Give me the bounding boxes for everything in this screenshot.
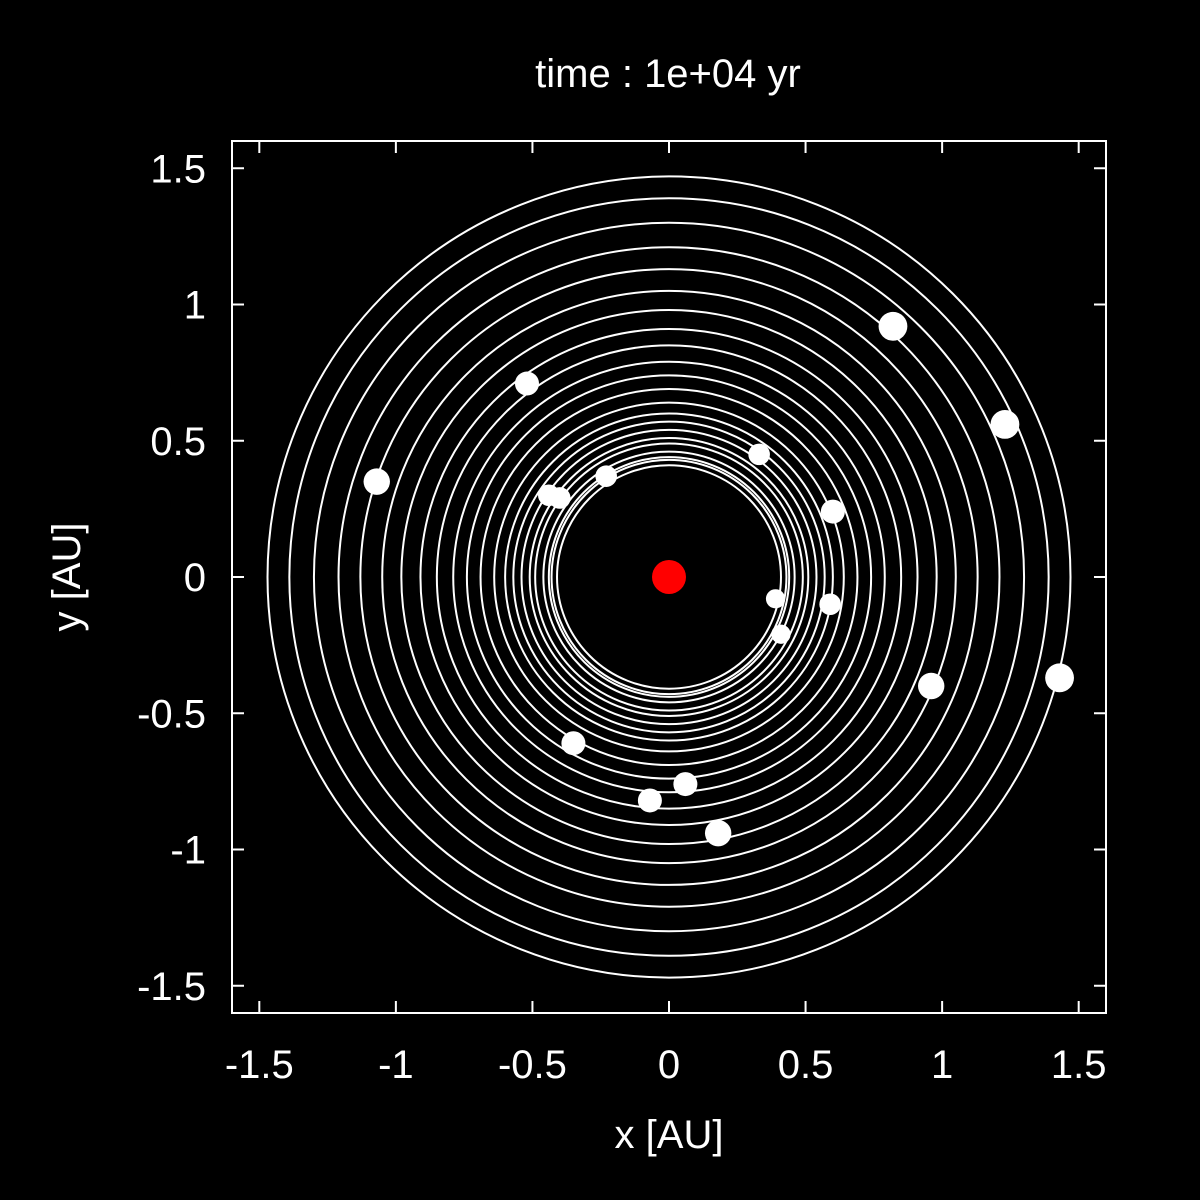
y-tick-label: 1.5 [150, 147, 206, 191]
orbit-ring [520, 428, 818, 726]
x-tick-label: 1.5 [1051, 1043, 1107, 1087]
orbit-ring [512, 420, 826, 734]
planet-point [990, 410, 1020, 439]
orbit-ring [359, 268, 979, 886]
y-tick-label: -0.5 [137, 692, 206, 736]
y-tick-label: 0.5 [150, 420, 206, 464]
orbit-ring [528, 437, 810, 717]
orbit-ring [556, 464, 782, 690]
x-tick-label: -1.5 [225, 1043, 294, 1087]
planet-point [704, 819, 732, 847]
orbit-ring [400, 308, 938, 846]
x-axis-label: x [AU] [615, 1113, 724, 1157]
orbit-ring [435, 344, 903, 810]
y-ticks: -1.5 -1 -0.5 0 0.5 1 1.5 [137, 147, 1106, 1009]
orbits-group [266, 175, 1072, 979]
y-tick-label: -1 [170, 829, 206, 873]
orbit-ring [534, 442, 804, 712]
planet-point [878, 311, 908, 341]
orbit-ring [381, 289, 957, 865]
y-tick-label: -1.5 [137, 965, 206, 1009]
x-tick-label: 0 [658, 1043, 680, 1087]
planet-point [820, 499, 845, 524]
planet-point [363, 468, 390, 495]
y-tick-label: 0 [184, 556, 206, 600]
planet-point [918, 672, 945, 700]
orbit-ring [419, 328, 919, 826]
orbit-ring [452, 360, 886, 794]
planet-point [765, 589, 786, 609]
orbit-ring [312, 221, 1026, 933]
y-axis-label: y [AU] [45, 523, 89, 632]
planets-group [363, 311, 1074, 847]
planet-point [1045, 663, 1074, 693]
planet-point [595, 465, 617, 487]
chart-title: time : 1e+04 yr [535, 52, 801, 96]
orbit-ring [266, 175, 1072, 979]
planet-point [514, 371, 539, 396]
x-tick-label: -1 [378, 1043, 414, 1087]
planet-point [561, 731, 586, 756]
planet-point [819, 593, 841, 616]
star-point [652, 560, 686, 594]
orbit-ring [504, 412, 834, 742]
y-tick-label: 1 [184, 284, 206, 328]
planet-point [771, 624, 791, 644]
x-tick-label: 0.5 [778, 1043, 834, 1087]
planet-point [673, 772, 698, 797]
x-tick-label: -0.5 [498, 1043, 567, 1087]
x-ticks: -1.5 -1 -0.5 0 0.5 1 1.5 [225, 141, 1107, 1087]
star-group [652, 560, 686, 594]
orbit-ring [288, 197, 1050, 957]
x-tick-label: 1 [931, 1043, 953, 1087]
planet-point [637, 788, 662, 813]
orbit-ring [542, 450, 796, 704]
orbit-ring [479, 387, 859, 767]
orbit-ring [493, 401, 845, 753]
orbit-ring [547, 456, 791, 698]
planet-point [748, 443, 770, 466]
orbit-ring [465, 374, 873, 780]
orbit-ring [550, 458, 788, 696]
planet-point [548, 487, 571, 509]
orbit-ring [337, 246, 1001, 908]
